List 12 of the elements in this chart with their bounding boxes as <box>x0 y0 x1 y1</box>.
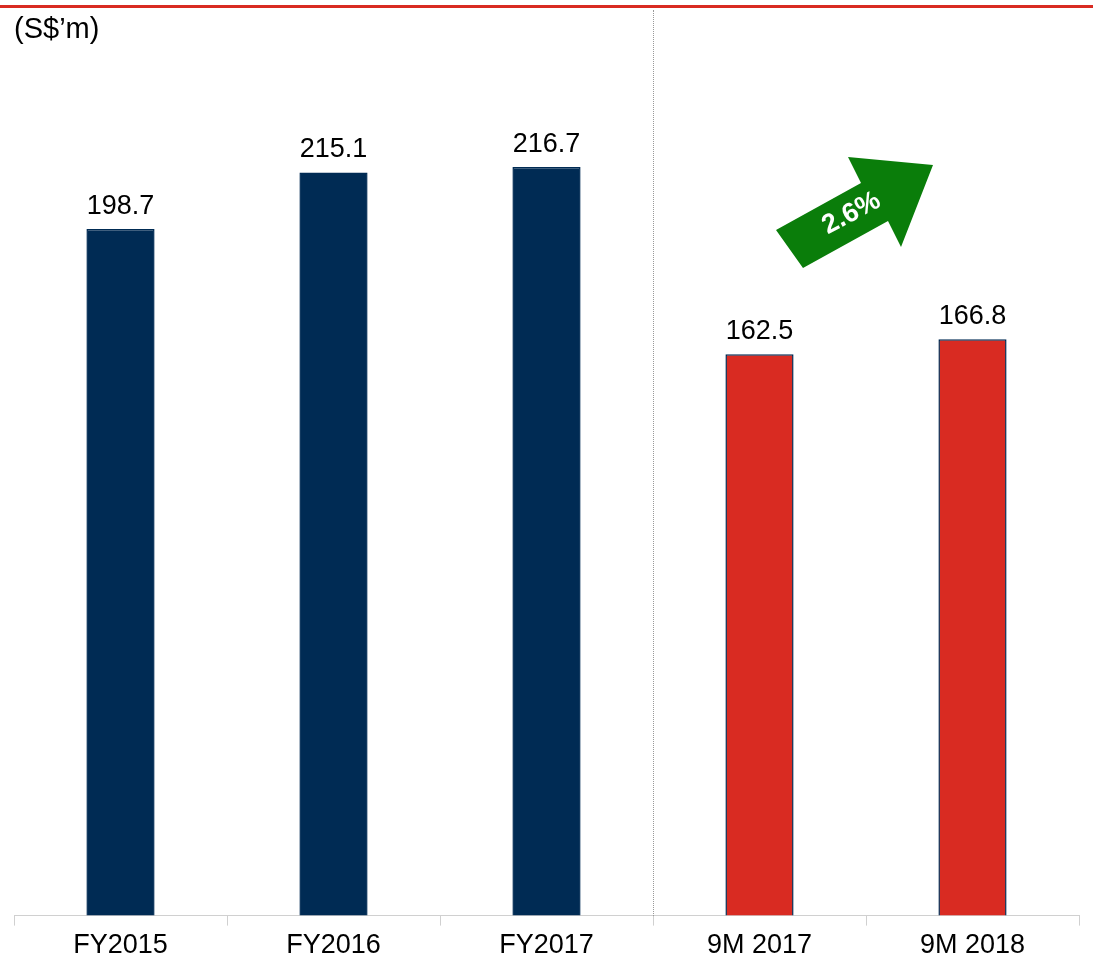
x-tick-label: 9M 2017 <box>706 929 813 960</box>
data-label: 166.8 <box>938 300 1007 331</box>
x-tick-label: FY2016 <box>286 929 381 960</box>
x-tick-label: FY2015 <box>73 929 168 960</box>
data-label: 198.7 <box>86 190 155 221</box>
data-label: 162.5 <box>725 315 794 346</box>
annotation: 2.6% <box>815 183 886 242</box>
y-axis-title: (S$’m) <box>14 12 100 45</box>
data-label: 215.1 <box>299 133 368 164</box>
x-tick-label: 9M 2018 <box>919 929 1026 960</box>
x-tick-label: FY2017 <box>499 929 594 960</box>
data-label: 216.7 <box>512 127 581 158</box>
